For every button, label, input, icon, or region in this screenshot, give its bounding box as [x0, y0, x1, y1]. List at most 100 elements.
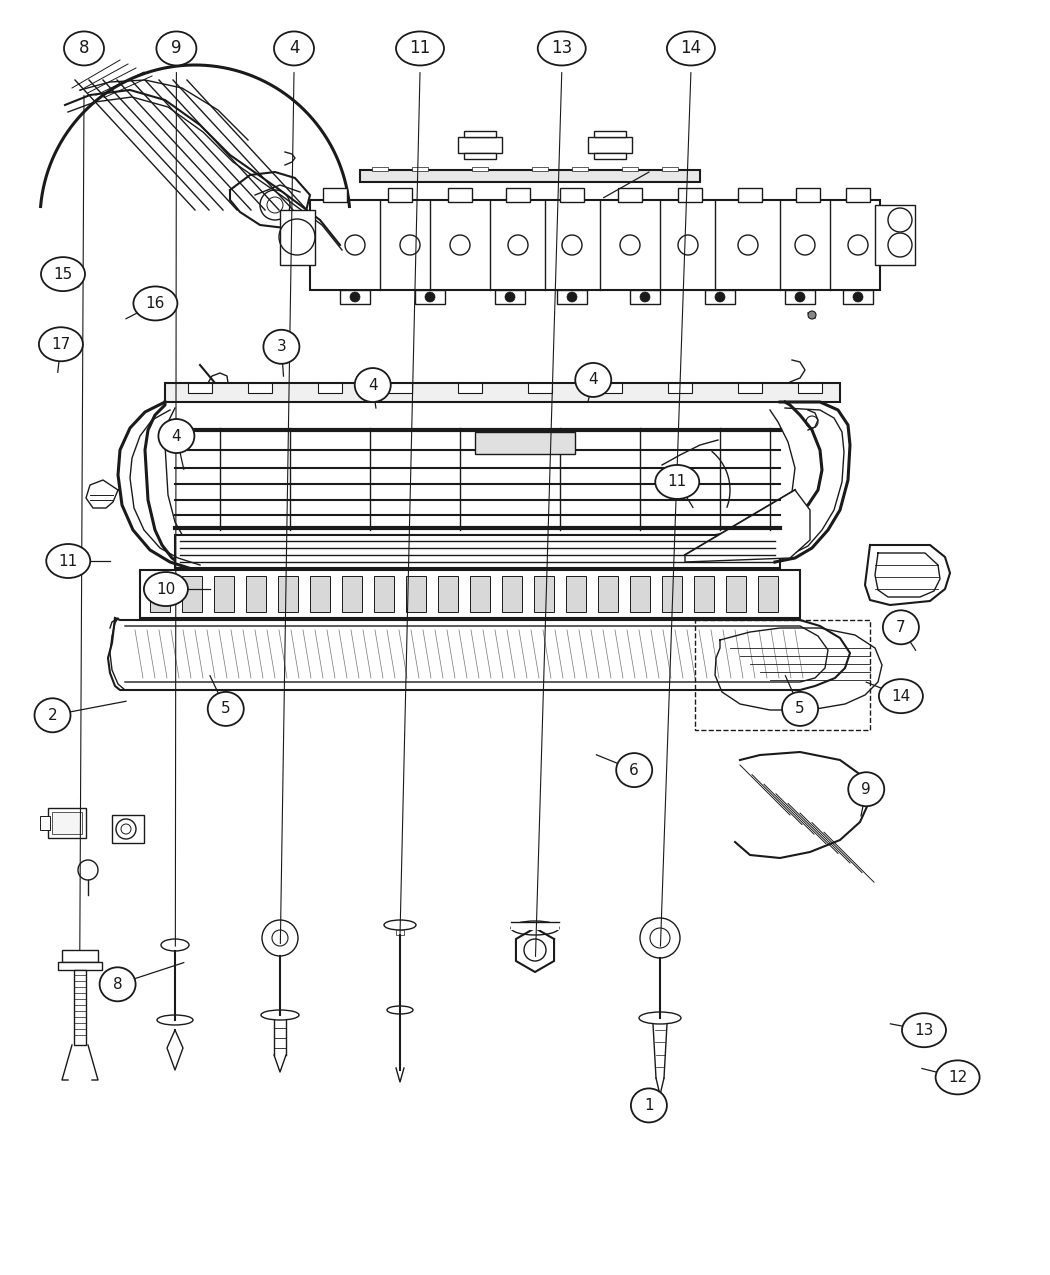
Bar — [668, 382, 692, 393]
Ellipse shape — [144, 572, 188, 606]
Text: 1: 1 — [644, 1098, 654, 1113]
Bar — [182, 576, 202, 612]
Bar — [372, 167, 388, 171]
Text: 4: 4 — [368, 377, 378, 393]
Circle shape — [425, 292, 435, 302]
Bar — [532, 167, 548, 171]
Ellipse shape — [667, 32, 715, 65]
Text: 16: 16 — [146, 296, 165, 311]
Ellipse shape — [100, 968, 135, 1001]
Text: 17: 17 — [51, 337, 70, 352]
Text: 8: 8 — [79, 40, 89, 57]
Bar — [758, 576, 778, 612]
Circle shape — [640, 292, 650, 302]
Bar — [388, 382, 412, 393]
Bar — [785, 289, 815, 303]
Bar — [412, 167, 428, 171]
Text: 5: 5 — [220, 701, 231, 717]
Bar — [506, 187, 530, 201]
Bar — [560, 187, 584, 201]
Bar — [323, 187, 346, 201]
Bar — [796, 187, 820, 201]
Text: 11: 11 — [410, 40, 430, 57]
Text: 10: 10 — [156, 581, 175, 597]
Bar — [62, 950, 98, 963]
Text: 13: 13 — [551, 40, 572, 57]
Text: 11: 11 — [59, 553, 78, 569]
Bar — [846, 187, 870, 201]
Bar — [495, 289, 525, 303]
Bar — [58, 963, 102, 970]
Bar — [622, 167, 638, 171]
Text: 15: 15 — [54, 266, 72, 282]
Bar — [588, 136, 632, 153]
Polygon shape — [685, 490, 810, 562]
Bar — [738, 187, 762, 201]
Bar — [448, 187, 472, 201]
Bar — [630, 576, 650, 612]
Bar — [594, 131, 626, 136]
Bar — [374, 576, 394, 612]
Bar — [214, 576, 234, 612]
Ellipse shape — [655, 465, 699, 499]
Bar — [598, 576, 618, 612]
Circle shape — [715, 292, 724, 302]
Bar — [415, 289, 445, 303]
Bar — [705, 289, 735, 303]
Bar — [458, 136, 502, 153]
Bar — [475, 432, 575, 454]
Ellipse shape — [936, 1061, 980, 1094]
Circle shape — [853, 292, 863, 302]
Bar — [566, 576, 586, 612]
Ellipse shape — [538, 32, 586, 65]
Bar — [678, 187, 702, 201]
Text: 9: 9 — [171, 40, 182, 57]
Bar — [74, 970, 86, 1046]
Ellipse shape — [264, 330, 299, 363]
Bar — [40, 816, 50, 830]
Bar — [472, 167, 488, 171]
Text: 3: 3 — [276, 339, 287, 354]
Bar — [342, 576, 362, 612]
Text: 5: 5 — [795, 701, 805, 717]
Text: 7: 7 — [896, 620, 906, 635]
Bar — [140, 570, 800, 618]
Ellipse shape — [355, 368, 391, 402]
Ellipse shape — [133, 287, 177, 320]
Bar — [438, 576, 458, 612]
Bar — [798, 382, 822, 393]
Circle shape — [505, 292, 514, 302]
Bar — [310, 576, 330, 612]
Bar — [280, 210, 315, 265]
Text: 4: 4 — [289, 40, 299, 57]
Bar — [598, 382, 622, 393]
Bar — [662, 576, 682, 612]
Ellipse shape — [39, 328, 83, 361]
Bar — [843, 289, 873, 303]
Text: 13: 13 — [915, 1023, 933, 1038]
Ellipse shape — [396, 32, 444, 65]
Ellipse shape — [156, 32, 196, 65]
Ellipse shape — [208, 692, 244, 725]
Bar — [188, 382, 212, 393]
Bar — [388, 187, 412, 201]
Ellipse shape — [879, 680, 923, 713]
Ellipse shape — [902, 1014, 946, 1047]
Bar — [165, 382, 840, 402]
Bar — [738, 382, 762, 393]
Bar — [618, 187, 642, 201]
Bar — [630, 289, 660, 303]
Bar — [464, 131, 496, 136]
Ellipse shape — [575, 363, 611, 397]
Bar — [406, 576, 426, 612]
Text: 6: 6 — [629, 762, 639, 778]
Text: 11: 11 — [668, 474, 687, 490]
Bar — [534, 576, 554, 612]
Bar — [528, 382, 552, 393]
Ellipse shape — [46, 544, 90, 578]
Bar — [310, 200, 880, 289]
Text: 2: 2 — [47, 708, 58, 723]
Bar — [318, 382, 342, 393]
Bar — [246, 576, 266, 612]
Bar — [248, 382, 272, 393]
